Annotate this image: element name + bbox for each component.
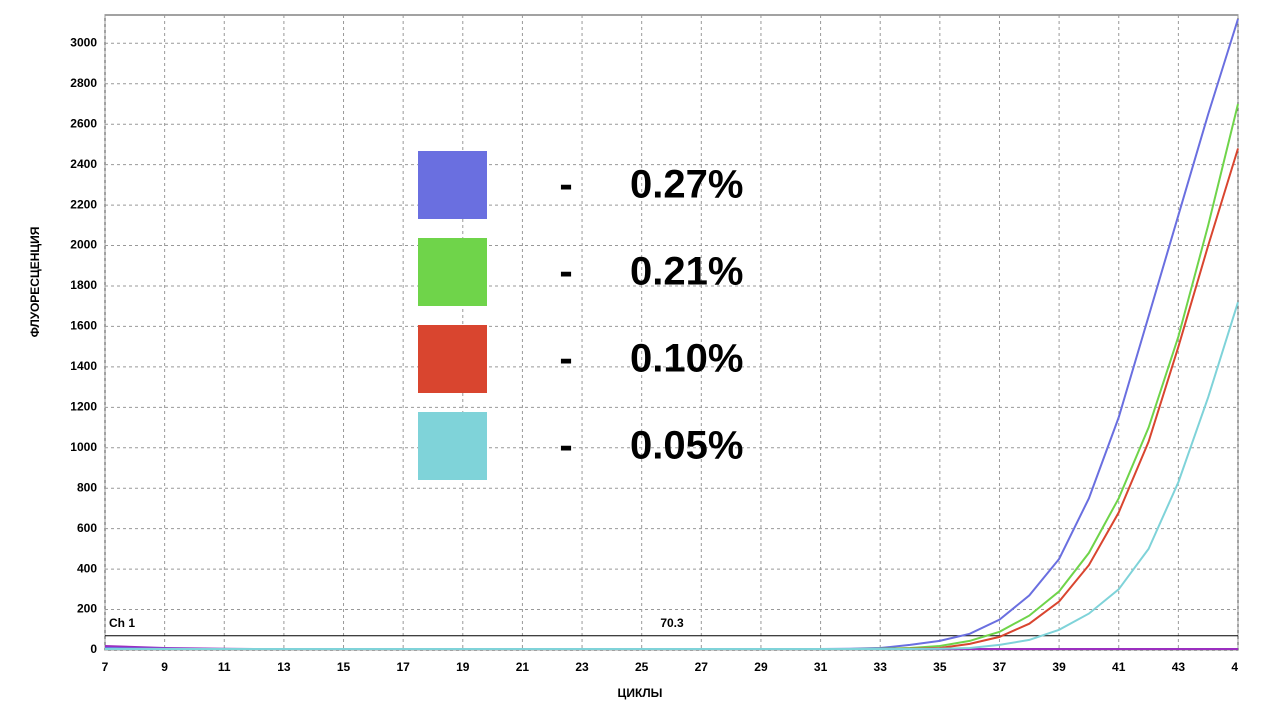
legend-label: 0.05%: [630, 424, 743, 468]
x-tick-label: 29: [754, 660, 768, 674]
x-tick-label: 43: [1172, 660, 1186, 674]
y-tick-label: 2200: [70, 197, 97, 211]
series-line: [105, 301, 1239, 650]
legend-label: 0.10%: [630, 337, 743, 381]
legend-label: 0.21%: [630, 250, 743, 294]
y-tick-label: 600: [77, 521, 97, 535]
x-tick-label: 33: [874, 660, 888, 674]
plot-frame: [104, 14, 1239, 651]
y-tick-label: 2000: [70, 238, 97, 252]
x-tick-label: 27: [695, 660, 709, 674]
y-tick-label: 200: [77, 602, 97, 616]
threshold-channel: Ch 1: [109, 616, 135, 630]
x-tick-label: 37: [993, 660, 1007, 674]
series-line: [105, 148, 1239, 650]
x-tick-label: 9: [161, 660, 168, 674]
x-tick-label: 31: [814, 660, 828, 674]
legend-swatch: [418, 151, 487, 219]
x-tick-label: 21: [516, 660, 530, 674]
x-axis-label: ЦИКЛЫ: [618, 686, 663, 700]
y-tick-label: 400: [77, 561, 97, 575]
y-tick-label: 800: [77, 480, 97, 494]
y-tick-label: 1400: [70, 359, 97, 373]
y-tick-label: 0: [90, 642, 97, 656]
legend-swatch: [418, 238, 487, 306]
legend-separator: -: [559, 250, 572, 294]
legend-separator: -: [559, 337, 572, 381]
x-tick-label: 35: [933, 660, 947, 674]
x-tick-label: 13: [277, 660, 291, 674]
y-tick-label: 3000: [70, 35, 97, 49]
legend-label: 0.27%: [630, 163, 743, 207]
x-tick-label: 25: [635, 660, 649, 674]
y-tick-label: 1000: [70, 440, 97, 454]
x-tick-label: 41: [1112, 660, 1126, 674]
x-tick-label: 23: [575, 660, 589, 674]
threshold-value: 70.3: [660, 616, 684, 630]
legend-swatch: [418, 325, 487, 393]
y-tick-label: 2400: [70, 157, 97, 171]
y-axis-label: ФЛУОРЕСЦЕНЦИЯ: [28, 227, 42, 338]
y-tick-label: 1200: [70, 399, 97, 413]
x-tick-label: 17: [396, 660, 410, 674]
y-tick-label: 1800: [70, 278, 97, 292]
x-tick-label: 7: [102, 660, 109, 674]
y-tick-label: 2600: [70, 116, 97, 130]
legend-swatch: [418, 412, 487, 480]
x-tick-label: 11: [218, 660, 231, 674]
x-tick-label: 4: [1231, 660, 1238, 674]
series-line: [104, 18, 1239, 650]
y-tick-label: 1600: [70, 319, 97, 333]
x-tick-label: 39: [1052, 660, 1066, 674]
legend-separator: -: [559, 424, 572, 468]
x-tick-label: 15: [337, 660, 351, 674]
y-tick-label: 2800: [70, 76, 97, 90]
x-tick-label: 19: [456, 660, 470, 674]
legend-separator: -: [559, 163, 572, 207]
